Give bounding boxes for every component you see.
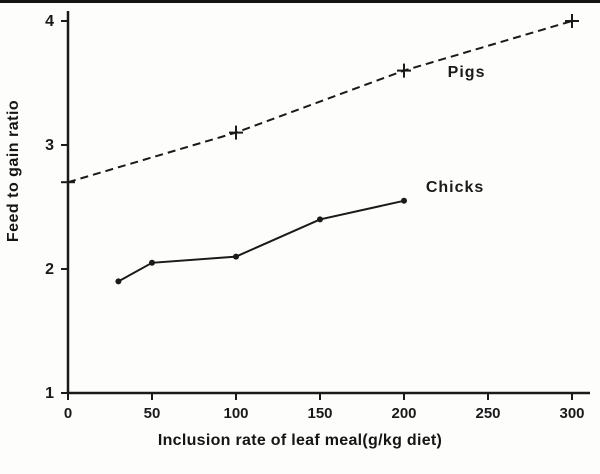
- x-tick-label: 250: [475, 405, 500, 422]
- dot-marker-icon: [149, 259, 155, 266]
- dot-marker-icon: [317, 216, 323, 223]
- series-line-chicks: [117, 199, 405, 283]
- y-tick-label: 4: [45, 13, 54, 30]
- x-tick-label: 300: [559, 405, 584, 422]
- series-line-pigs: [67, 20, 573, 184]
- x-tick-label: 50: [144, 405, 161, 422]
- x-tick-label: 0: [64, 405, 72, 422]
- x-tick-label: 100: [223, 405, 248, 422]
- x-tick-label: 200: [391, 405, 416, 422]
- dot-marker-icon: [233, 253, 239, 260]
- scan-artifact-top-line: [0, 0, 600, 3]
- y-axis-label: Feed to gain ratio: [5, 99, 22, 243]
- y-tick-label: 2: [45, 261, 54, 278]
- dot-marker-icon: [401, 197, 407, 204]
- series-label-chicks: Chicks: [426, 179, 484, 196]
- y-tick-label: 3: [45, 137, 54, 154]
- x-tick-label: 150: [307, 405, 332, 422]
- x-axis-label: Inclusion rate of leaf meal(g/kg diet): [157, 432, 443, 449]
- series-label-pigs: Pigs: [448, 64, 486, 81]
- y-tick-label: 1: [45, 385, 54, 402]
- dot-marker-icon: [115, 278, 122, 285]
